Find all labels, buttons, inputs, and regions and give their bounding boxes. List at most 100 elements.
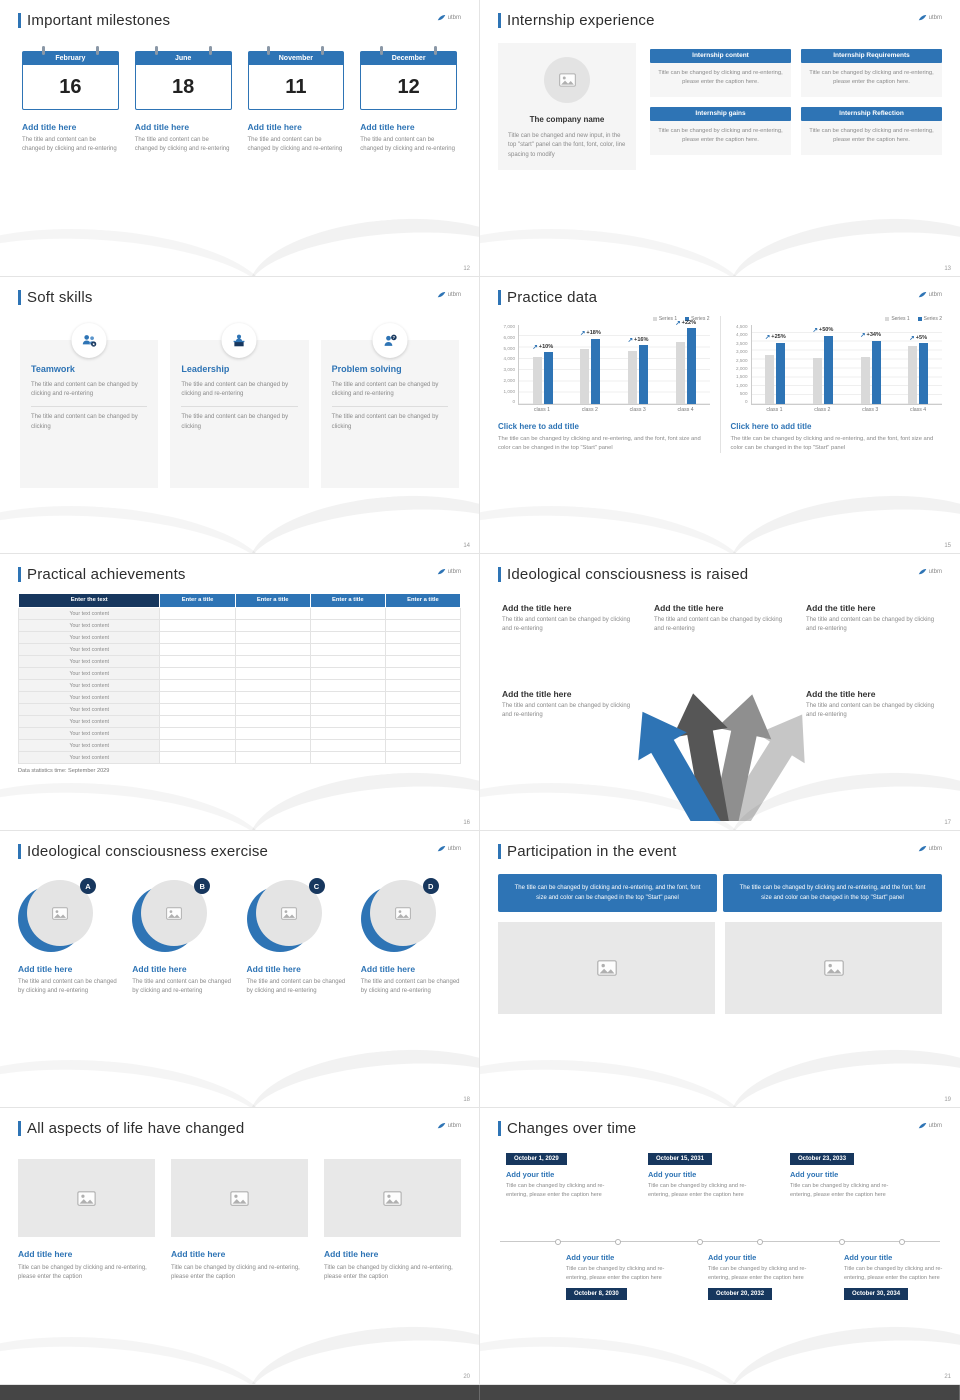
page-number: 12 xyxy=(463,266,470,272)
block-caption: The title and content can be changed by … xyxy=(502,703,631,719)
next-slide-edge xyxy=(480,1385,960,1400)
timeline-marker xyxy=(839,1238,845,1245)
image-placeholder-icon xyxy=(77,1190,96,1206)
series2-bar xyxy=(871,340,881,404)
table-header-cell: Enter a title xyxy=(234,593,311,608)
table-cell xyxy=(234,655,311,668)
page-number: 18 xyxy=(463,1097,470,1103)
calendar-day: 11 xyxy=(285,76,307,98)
table-row: Your text content xyxy=(17,619,462,632)
slide-life-changed[interactable]: All aspects of life have changed utbm Ad… xyxy=(0,1108,480,1385)
item-title: Add title here xyxy=(246,964,301,974)
up-arrow-icon: ↗ xyxy=(909,334,915,342)
slide-header: All aspects of life have changed utbm xyxy=(18,1120,461,1137)
date-chip: October 1, 2029 xyxy=(506,1153,567,1165)
series2-bar xyxy=(686,328,696,404)
brand-logo: utbm xyxy=(918,568,942,576)
table-row: Your text content xyxy=(17,643,462,656)
company-panel: The company name Title can be changed an… xyxy=(498,43,636,170)
titled-block: Add the title here The title and content… xyxy=(502,689,634,721)
item-caption: Title can be changed by clicking and re-… xyxy=(171,1265,300,1281)
block-caption: Title can be changed by clicking and re-… xyxy=(650,63,791,97)
slide-ideology-exercise[interactable]: Ideological consciousness exercise utbm … xyxy=(0,831,480,1108)
title-accent-bar xyxy=(498,1121,501,1136)
image-placeholder-icon xyxy=(558,73,576,87)
table-cell xyxy=(234,703,311,716)
legend-series-2: Series 2 xyxy=(917,316,942,322)
table-cell xyxy=(309,727,386,740)
slide-soft-skills[interactable]: Soft skills utbm ★ Teamwork The title an… xyxy=(0,277,480,554)
table-cell xyxy=(234,739,311,752)
slide-ideology-raised[interactable]: Ideological consciousness is raised utbm… xyxy=(480,554,960,831)
x-axis: class 1 class 2 class 3 class 4 xyxy=(533,407,694,413)
calendar-icon: June 18 xyxy=(134,46,232,110)
converging-arrows-graphic xyxy=(638,693,805,821)
vertical-divider xyxy=(719,316,721,453)
entry-caption: Title can be changed by clicking and re-… xyxy=(506,1183,605,1198)
table-cell xyxy=(384,655,462,668)
timeline-entry: Add your title Title can be changed by c… xyxy=(708,1253,814,1301)
growth-annotation: ↗ +22% xyxy=(675,319,697,327)
table-row: Your text content xyxy=(17,607,462,620)
table-row-header: Your text content xyxy=(17,607,161,620)
date-chip: October 20, 2032 xyxy=(708,1288,773,1301)
bar-group: ↗ +10% xyxy=(526,325,560,404)
slide-changes-over-time[interactable]: Changes over time utbm October 1, 2029 A… xyxy=(480,1108,960,1385)
up-arrow-icon: ↗ xyxy=(532,343,538,351)
exercise-graphic: D xyxy=(360,878,439,954)
skills-grid: ★ Teamwork The title and content can be … xyxy=(18,316,461,488)
company-name: The company name xyxy=(529,115,605,124)
slide-title: Participation in the event xyxy=(507,843,677,860)
y-axis: 7,000 6,000 5,000 4,000 3,000 2,000 1,000 0 xyxy=(503,324,516,405)
table-cell xyxy=(234,643,311,656)
table-cell xyxy=(234,715,311,728)
table-row-header: Your text content xyxy=(17,679,161,692)
exercise-graphic: C xyxy=(246,878,325,954)
leadership-icon-circle xyxy=(221,323,257,358)
table-cell xyxy=(234,751,311,764)
slide-header: Changes over time utbm xyxy=(498,1120,942,1137)
slide-practice-data[interactable]: Practice data utbm Series 1 Series 2 7,0… xyxy=(480,277,960,554)
slide-practical-achievements[interactable]: Practical achievements utbm Enter the te… xyxy=(0,554,480,831)
table-row: Your text content xyxy=(17,679,462,692)
table-row: Your text content xyxy=(17,727,462,740)
calendar-ring xyxy=(154,46,158,55)
slide-title-block: Important milestones xyxy=(18,12,170,29)
table-cell xyxy=(159,643,236,656)
image-placeholder-icon xyxy=(823,960,844,977)
table-cell xyxy=(234,667,311,680)
titled-block: Add the title here The title and content… xyxy=(806,603,938,635)
slide-internship-experience[interactable]: Internship experience utbm The company n… xyxy=(480,0,960,277)
page-number: 20 xyxy=(463,1374,470,1380)
table-row: Your text content xyxy=(17,739,462,752)
growth-annotation: ↗ +10% xyxy=(532,343,554,351)
x-axis: class 1 class 2 class 3 class 4 xyxy=(766,407,927,413)
teamwork-icon-circle: ★ xyxy=(71,323,107,358)
entry-caption: Title can be changed by clicking and re-… xyxy=(648,1183,747,1198)
skill-footer: The title and content can be changed by … xyxy=(181,414,289,430)
up-arrow-icon: ↗ xyxy=(675,319,681,327)
date-chip: October 23, 2033 xyxy=(790,1153,855,1165)
table-row-header: Your text content xyxy=(17,619,161,632)
slide-important-milestones[interactable]: Important milestones utbm February 16 Ad… xyxy=(0,0,480,277)
slide-participation[interactable]: Participation in the event utbm The titl… xyxy=(480,831,960,1108)
entry-caption: Title can be changed by clicking and re-… xyxy=(566,1266,665,1281)
bar-group: ↗ +16% xyxy=(621,325,655,404)
growth-annotation: ↗ +50% xyxy=(812,326,834,334)
growth-annotation: ↗ +5% xyxy=(909,334,928,342)
item-caption: The title and content can be changed by … xyxy=(246,979,346,995)
table-cell xyxy=(159,631,236,644)
table-header-cell: Enter a title xyxy=(159,593,236,608)
calendar-ring xyxy=(434,46,438,55)
skill-title: Problem solving xyxy=(331,364,402,374)
brand-logo-text: utbm xyxy=(447,1123,461,1129)
table-row-header: Your text content xyxy=(17,643,161,656)
table-header-row: Enter the text Enter a title Enter a tit… xyxy=(17,593,462,608)
image-placeholders-row xyxy=(498,922,942,1015)
calendar-ring xyxy=(380,46,384,55)
life-changed-grid: Add title here Title can be changed by c… xyxy=(18,1147,461,1283)
slide-title-block: Practice data xyxy=(498,289,597,306)
block-title: Internship content xyxy=(650,49,791,63)
series2-swatch xyxy=(917,317,922,321)
milestone-item: December 12 Add title here The title and… xyxy=(360,45,457,155)
